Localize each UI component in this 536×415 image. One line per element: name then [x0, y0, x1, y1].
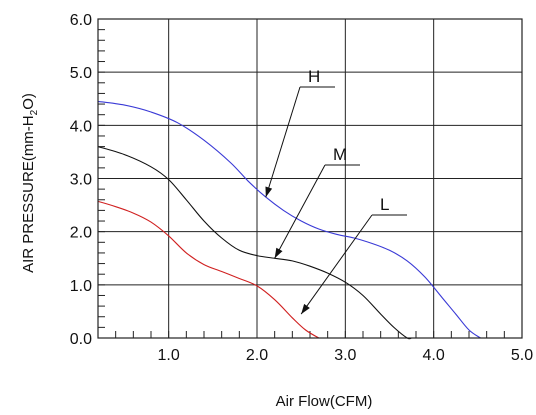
y-axis-label-sub: 2 [29, 109, 40, 115]
annotation-leader [300, 214, 373, 315]
series-line-l [97, 200, 320, 339]
series-annotations: H M L [265, 67, 407, 315]
y-tick-label: 1.0 [70, 278, 92, 295]
annotation-label-h: H [308, 67, 320, 86]
x-tick-label: 2.0 [246, 347, 268, 364]
annotation-label-m: M [333, 145, 347, 164]
series-line-h [97, 100, 481, 339]
y-axis-label: AIR PRESSURE(mm-H2O) [20, 93, 40, 273]
y-axis-label-main: AIR PRESSURE(mm-H [20, 115, 37, 273]
annotation-arrowhead [301, 303, 310, 315]
y-axis-label-close: ) [20, 93, 37, 98]
annotation-arrowhead [274, 247, 283, 259]
y-tick-label: 4.0 [70, 118, 92, 135]
annotation-leader [265, 86, 301, 198]
x-tick-label: 5.0 [511, 347, 533, 364]
y-axis-label-o: O [20, 98, 37, 110]
y-tick-label: 3.0 [70, 172, 92, 189]
x-tick-label: 3.0 [334, 347, 356, 364]
plot-frame [97, 18, 523, 339]
x-axis-label: Air Flow(CFM) [276, 393, 373, 410]
annotation-label-l: L [380, 195, 389, 214]
x-tick-label: 1.0 [158, 347, 180, 364]
y-tick-label: 6.0 [70, 12, 92, 29]
annotation-arrowhead [265, 186, 273, 198]
series-lines [97, 100, 481, 340]
y-tick-label: 0.0 [70, 331, 92, 348]
series-line-m [97, 146, 412, 340]
minor-ticks [97, 29, 505, 338]
x-tick-label: 4.0 [423, 347, 445, 364]
tick-labels: 1.0 2.0 3.0 4.0 5.0 0.0 1.0 2.0 3.0 4.0 5.0 6.0 [70, 12, 533, 364]
plot-border [97, 18, 523, 339]
y-tick-label: 2.0 [70, 225, 92, 242]
annotation-leader [274, 164, 326, 259]
grid [98, 19, 522, 338]
y-tick-label: 5.0 [70, 65, 92, 82]
